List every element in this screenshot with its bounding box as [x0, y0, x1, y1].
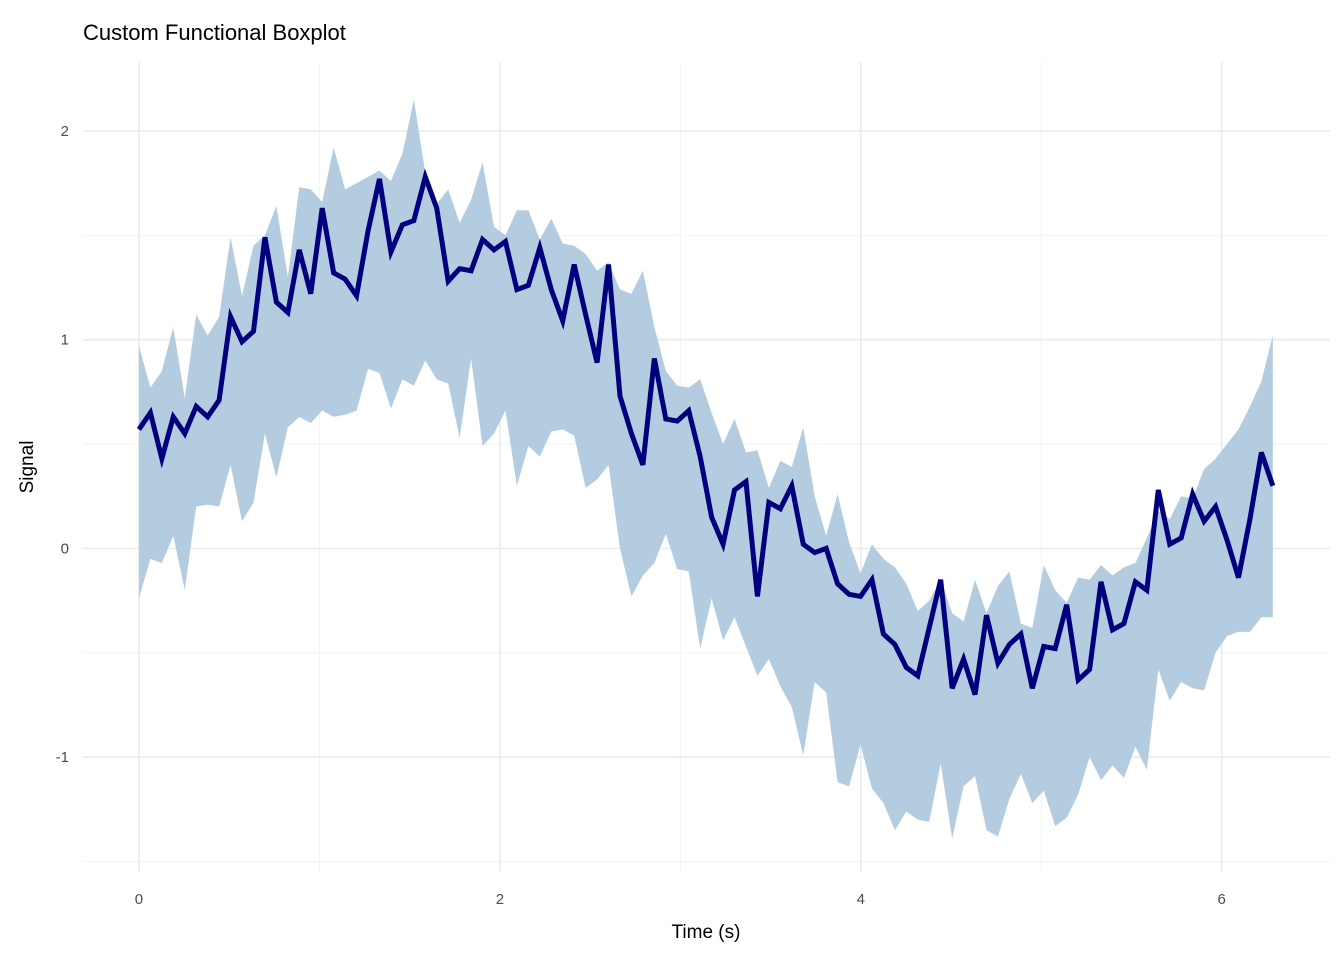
plot-marks: [136, 99, 1276, 839]
y-axis-title: Signal: [17, 441, 38, 494]
x-tick-label: 6: [1218, 891, 1226, 908]
y-tick-label: -1: [56, 749, 69, 766]
x-tick-label: 4: [857, 891, 865, 908]
y-tick-label: 1: [61, 332, 69, 349]
y-tick-label: 2: [61, 123, 69, 140]
x-tick-label: 0: [135, 891, 143, 908]
y-tick-label: 0: [61, 540, 69, 557]
median-curve: [136, 168, 1276, 696]
tick-labels: 0 2 4 6 -1 0 1 2: [56, 123, 1226, 908]
envelope-band: [138, 99, 1273, 839]
x-tick-label: 2: [496, 891, 504, 908]
x-axis-title: Time (s): [672, 922, 741, 943]
chart-title: Custom Functional Boxplot: [83, 20, 346, 45]
